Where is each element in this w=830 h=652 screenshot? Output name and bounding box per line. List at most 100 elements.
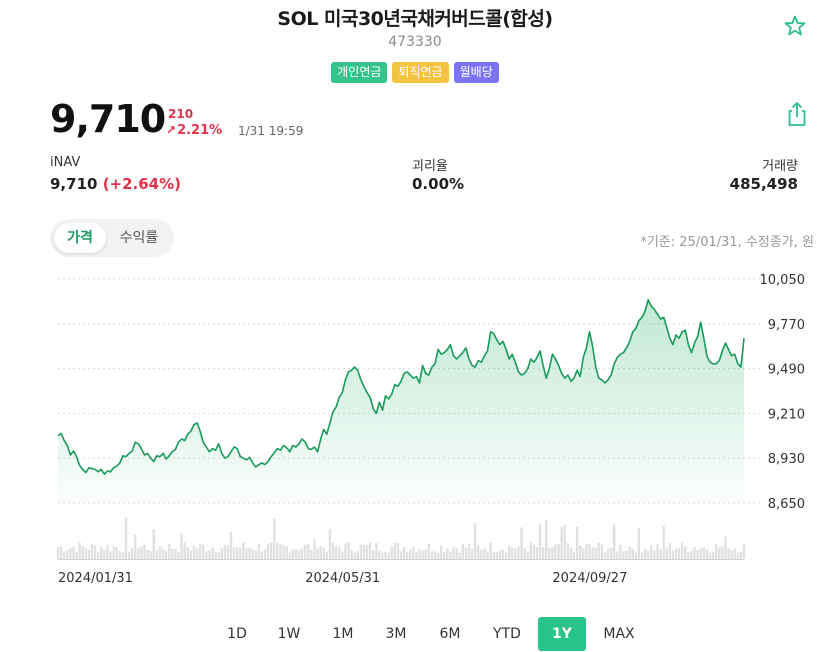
range-1m[interactable]: 1M bbox=[332, 626, 354, 642]
volume-bar bbox=[134, 534, 137, 559]
tab-return[interactable]: 수익률 bbox=[119, 230, 159, 246]
volume-bar bbox=[492, 552, 495, 559]
volume-bar bbox=[288, 552, 291, 559]
volume-bar bbox=[489, 542, 492, 559]
volume-bar bbox=[523, 547, 526, 559]
volume-bar bbox=[310, 549, 313, 559]
tab-price[interactable]: 가격 bbox=[54, 223, 106, 253]
volume-bar bbox=[572, 552, 576, 559]
volume-bar bbox=[282, 545, 285, 559]
volume-bar bbox=[84, 548, 88, 559]
volume-bar bbox=[331, 542, 335, 559]
volume-bar bbox=[501, 549, 505, 559]
volume-bar bbox=[155, 550, 159, 559]
volume-bar bbox=[396, 542, 400, 559]
volume-label: 거래량 bbox=[762, 159, 798, 174]
volume-bar bbox=[393, 543, 397, 559]
volume-bar bbox=[541, 547, 545, 559]
volume-bar bbox=[662, 525, 665, 559]
share-icon[interactable] bbox=[786, 100, 808, 128]
volume-bar bbox=[96, 552, 100, 559]
chart-mode-toggle: 가격 수익률 bbox=[50, 219, 174, 257]
volume-bar bbox=[736, 552, 740, 559]
volume-bar bbox=[232, 547, 236, 559]
ticker-code: 473330 bbox=[388, 34, 442, 50]
volume-bar bbox=[337, 547, 341, 559]
volume-bar bbox=[405, 552, 409, 559]
range-1d[interactable]: 1D bbox=[227, 626, 247, 642]
price-change-pct: ↗2.21% bbox=[166, 123, 222, 138]
price-chart[interactable]: 10,050 9,770 9,490 9,210 8,930 8,650 2024/01/… bbox=[0, 262, 830, 592]
volume-bar bbox=[291, 549, 295, 559]
volume-bar bbox=[665, 548, 668, 559]
volume-bar bbox=[270, 542, 273, 559]
gap-value: 0.00% bbox=[412, 175, 465, 193]
volume-bar bbox=[529, 542, 532, 559]
volume-bar bbox=[69, 547, 72, 559]
volume-bar bbox=[93, 545, 97, 559]
volume-bar bbox=[711, 552, 715, 559]
volume-bar bbox=[600, 544, 604, 559]
volume-bar bbox=[66, 550, 69, 559]
volume-bar bbox=[186, 547, 189, 559]
volume-bar bbox=[211, 547, 214, 559]
volume-bar bbox=[517, 546, 520, 559]
volume-bar bbox=[721, 546, 724, 559]
y-tick-label: 9,770 bbox=[768, 318, 805, 333]
volume-bar bbox=[557, 543, 560, 559]
range-3m[interactable]: 3M bbox=[385, 626, 407, 642]
volume-bar bbox=[455, 548, 458, 559]
volume-bar bbox=[177, 552, 180, 559]
volume-bar bbox=[161, 549, 165, 559]
star-outline-icon[interactable] bbox=[783, 14, 807, 38]
volume-bar bbox=[356, 551, 359, 559]
volume-bar bbox=[87, 549, 91, 559]
volume-bar bbox=[647, 550, 650, 559]
volume-bar bbox=[680, 542, 684, 559]
volume-bar bbox=[245, 547, 248, 559]
volume-bar bbox=[254, 550, 257, 559]
x-tick-label: 2024/01/31 bbox=[58, 571, 133, 586]
volume-bar bbox=[130, 547, 134, 559]
range-ytd[interactable]: YTD bbox=[493, 626, 521, 642]
volume-bar bbox=[368, 542, 372, 559]
volume-bar bbox=[449, 551, 452, 559]
volume-bar bbox=[183, 542, 186, 559]
volume-bar bbox=[75, 552, 78, 559]
volume-bar bbox=[486, 552, 489, 559]
volume-bar bbox=[526, 551, 529, 559]
volume-bar bbox=[548, 548, 551, 559]
volume-bar bbox=[307, 544, 310, 559]
volume-bar bbox=[220, 548, 223, 559]
volume-bar bbox=[582, 548, 585, 559]
price-change-pct-value: 2.21% bbox=[177, 123, 223, 138]
y-tick-label: 9,210 bbox=[768, 407, 805, 422]
volume-bar bbox=[702, 546, 706, 559]
volume-bar bbox=[693, 547, 696, 559]
volume-bar bbox=[229, 531, 233, 559]
range-1y[interactable]: 1Y bbox=[538, 617, 586, 651]
current-price: 9,710 bbox=[50, 97, 166, 141]
volume-bar bbox=[350, 549, 353, 559]
volume-bar bbox=[266, 543, 270, 559]
volume-bar bbox=[375, 543, 378, 559]
volume-bar bbox=[545, 519, 548, 559]
range-max[interactable]: MAX bbox=[603, 626, 635, 642]
volume-bar bbox=[103, 550, 106, 559]
volume-bar bbox=[316, 548, 319, 559]
volume-bar bbox=[470, 548, 474, 559]
volume-bar bbox=[325, 551, 329, 559]
volume-bar bbox=[257, 544, 261, 559]
volume-bar bbox=[390, 546, 393, 559]
volume-bar bbox=[430, 551, 434, 559]
range-6m[interactable]: 6M bbox=[439, 626, 461, 642]
volume-bar bbox=[637, 527, 641, 559]
volume-bar bbox=[192, 545, 196, 559]
volume-bar bbox=[464, 547, 468, 559]
volume-bar bbox=[412, 547, 415, 559]
volume-bar bbox=[708, 552, 712, 559]
volume-bar bbox=[606, 548, 610, 559]
volume-bar bbox=[202, 545, 205, 559]
range-1w[interactable]: 1W bbox=[277, 626, 301, 642]
volume-bar bbox=[146, 549, 149, 559]
